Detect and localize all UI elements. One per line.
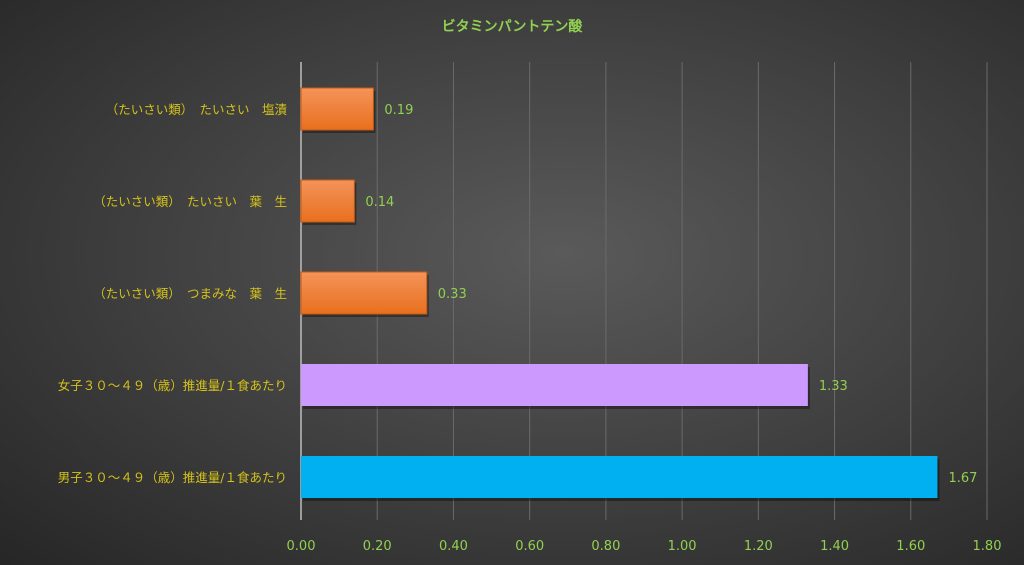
data-label: 1.33	[819, 379, 848, 394]
category-label: （たいさい類） たいさい 葉 生	[93, 194, 287, 209]
x-tick-label: 0.80	[591, 539, 620, 554]
x-tick-label: 0.40	[439, 539, 468, 554]
x-tick-label: 0.00	[287, 539, 316, 554]
gridlines	[300, 62, 988, 520]
data-label: 1.67	[948, 471, 977, 486]
bar	[300, 87, 374, 131]
x-tick-label: 1.40	[820, 539, 849, 554]
category-label: （たいさい類） つまみな 葉 生	[93, 286, 287, 301]
category-label: 男子３０～４９（歳）推進量/１食あたり	[58, 470, 287, 485]
bar	[300, 271, 428, 315]
chart-title: ビタミンパントテン酸	[442, 18, 584, 35]
x-axis-ticks: 0.00 0.20 0.40 0.60 0.80 1.00 1.20 1.40 1.60 1.80	[287, 539, 1002, 554]
x-tick-label: 0.20	[363, 539, 392, 554]
category-label: 女子３０～４９（歳）推進量/１食あたり	[58, 378, 287, 393]
data-label: 0.14	[365, 195, 394, 210]
x-tick-label: 1.60	[896, 539, 925, 554]
data-label: 0.19	[384, 103, 413, 118]
category-labels: （たいさい類） たいさい 塩漬 （たいさい類） たいさい 葉 生 （たいさい類） つ…	[58, 102, 288, 485]
bar	[301, 456, 938, 498]
category-label: （たいさい類） たいさい 塩漬	[106, 102, 288, 117]
x-tick-label: 0.60	[515, 539, 544, 554]
bars: 0.19 0.14 0.33 1.33 1.67	[300, 87, 977, 501]
bar	[300, 179, 355, 223]
x-tick-label: 1.20	[744, 539, 773, 554]
data-label: 0.33	[438, 287, 467, 302]
x-tick-label: 1.00	[668, 539, 697, 554]
bar	[301, 364, 808, 406]
x-tick-label: 1.80	[973, 539, 1002, 554]
